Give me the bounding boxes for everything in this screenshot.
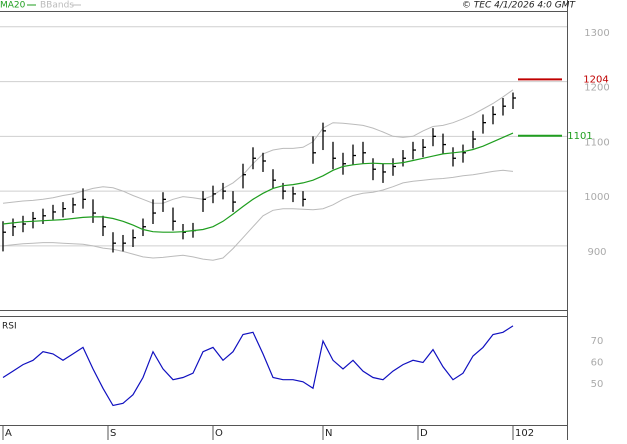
legend-label: MA20 <box>0 1 26 11</box>
legend-label: BBands <box>40 1 74 11</box>
y-tick-label: 1100 <box>584 137 609 148</box>
ma-line <box>2 132 514 233</box>
y-tick-label: 1300 <box>584 28 609 39</box>
copyright: © TEC 4/1/2026 4:0 GMT <box>462 1 577 11</box>
x-tick-label: A <box>5 428 12 439</box>
y-tick-label: 1200 <box>584 83 609 94</box>
x-tick-label: N <box>325 428 332 439</box>
bband-lower <box>2 169 514 261</box>
x-tick-label: S <box>110 428 116 439</box>
bband-upper <box>2 89 514 204</box>
y-tick-label: 900 <box>587 247 606 258</box>
x-tick-label: 102 <box>515 428 534 439</box>
y-tick-label: 1000 <box>584 192 609 203</box>
y-tick-label: 70 <box>591 336 604 347</box>
y-tick-label: 60 <box>591 357 604 368</box>
x-tick-label: O <box>215 428 223 439</box>
level-label: 1204 <box>583 74 608 85</box>
panel-label: RSI <box>2 322 17 332</box>
x-tick-label: D <box>420 428 428 439</box>
rsi-line <box>2 325 514 407</box>
level-label: 1101 <box>567 131 592 142</box>
y-tick-label: 50 <box>591 379 604 390</box>
